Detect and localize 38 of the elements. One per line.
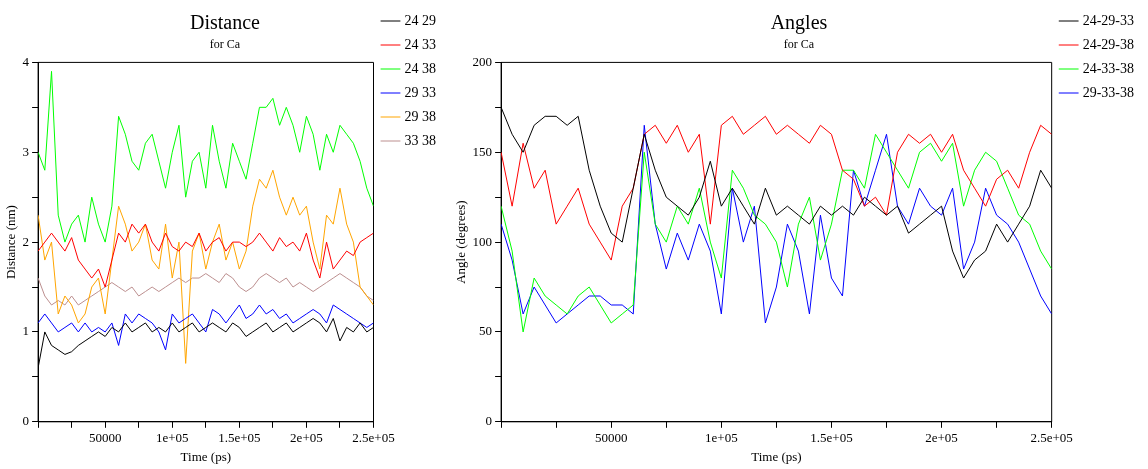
x-tick-label: 1e+05 xyxy=(155,430,189,446)
x-tick-label: 2.5e+05 xyxy=(352,430,395,446)
y-tick-label: 3 xyxy=(22,143,30,159)
legend-label: 24 29 xyxy=(404,12,436,28)
y-tick-label: 4 xyxy=(22,53,30,69)
legend-label: 24-29-33 xyxy=(1082,12,1134,28)
x-tick-label: 2e+05 xyxy=(925,430,958,446)
y-tick-label: 1 xyxy=(22,323,30,339)
y-tick-label: 0 xyxy=(485,413,493,429)
legend-label: 29 33 xyxy=(404,84,436,100)
chart-title: Angles xyxy=(770,11,828,35)
x-axis-title: Time (ps) xyxy=(751,448,802,464)
legend-label: 24-29-38 xyxy=(1082,36,1134,52)
y-axis-title: Angle (degrees) xyxy=(453,200,469,284)
x-tick-label: 1e+05 xyxy=(705,430,738,446)
y-axis-title: Distance (nm) xyxy=(3,205,19,280)
legend-label: 24-33-38 xyxy=(1082,60,1134,76)
y-tick-label: 200 xyxy=(472,53,493,69)
chart-subtitle: for Ca xyxy=(783,37,815,52)
legend-label: 29 38 xyxy=(404,108,436,124)
y-tick-label: 50 xyxy=(479,323,493,339)
legend-label: 24 33 xyxy=(404,36,436,52)
x-tick-label: 1.5e+05 xyxy=(218,430,261,446)
y-tick-label: 2 xyxy=(22,233,30,249)
x-tick-label: 2.5e+05 xyxy=(1030,430,1073,446)
legend-label: 33 38 xyxy=(404,132,436,148)
chart-title: Distance xyxy=(190,11,261,34)
y-tick-label: 0 xyxy=(22,413,30,429)
x-axis-title: Time (ps) xyxy=(180,448,232,464)
chart-subtitle: for Ca xyxy=(209,37,241,52)
x-tick-label: 50000 xyxy=(88,430,122,446)
x-tick-label: 1.5e+05 xyxy=(810,430,853,446)
legend-label: 24 38 xyxy=(404,60,436,76)
x-tick-label: 2e+05 xyxy=(290,430,323,446)
y-tick-label: 100 xyxy=(472,233,493,249)
y-tick-label: 150 xyxy=(472,143,493,159)
x-tick-label: 50000 xyxy=(594,430,628,446)
legend-label: 29-33-38 xyxy=(1082,84,1134,100)
